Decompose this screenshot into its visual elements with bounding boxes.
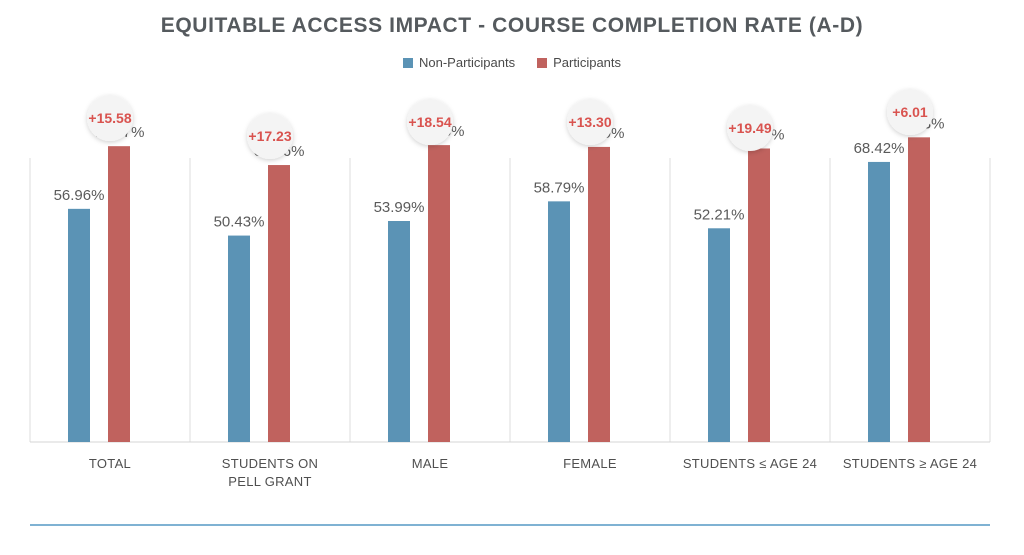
category-label: STUDENTS ON [222, 456, 318, 471]
bottom-rule [30, 524, 990, 526]
category-label: TOTAL [89, 456, 131, 471]
legend-label-non-participants: Non-Participants [418, 55, 516, 70]
bar-non-participants [388, 221, 410, 442]
bar-non-participants [708, 228, 730, 442]
bar-non-participants [68, 208, 90, 442]
difference-bubble [87, 95, 133, 141]
category-label: PELL GRANT [228, 474, 311, 489]
chart-legend: Non-Participants Participants [0, 55, 1024, 70]
data-label-non-participants: 58.79% [534, 179, 585, 196]
legend-item-non-participants: Non-Participants [402, 55, 516, 70]
difference-label: +18.54 [408, 114, 451, 130]
difference-bubble [727, 105, 773, 151]
bar-participants [908, 137, 930, 443]
difference-label: +19.49 [728, 120, 771, 136]
category-label: STUDENTS ≤ AGE 24 [683, 456, 817, 471]
legend-swatch-participants [537, 57, 548, 68]
category-label: MALE [412, 456, 449, 471]
difference-label: +17.23 [248, 128, 291, 144]
data-label-non-participants: 53.99% [374, 199, 425, 216]
difference-label: +13.30 [568, 114, 611, 130]
bar-participants [748, 148, 770, 442]
difference-label: +6.01 [892, 104, 928, 120]
legend-label-participants: Participants [553, 55, 622, 70]
bar-non-participants [548, 201, 570, 442]
difference-bubble [887, 89, 933, 135]
bar-participants [268, 165, 290, 443]
legend-item-participants: Participants [537, 55, 621, 70]
data-label-non-participants: 56.96% [54, 187, 105, 204]
difference-bubble [567, 99, 613, 145]
category-label: STUDENTS ≥ AGE 24 [843, 456, 977, 471]
data-label-non-participants: 68.42% [854, 140, 905, 157]
legend-swatch-non-participants [402, 57, 413, 68]
bar-participants [428, 145, 450, 442]
data-label-non-participants: 52.21% [694, 206, 745, 223]
data-label-non-participants: 50.43% [214, 214, 265, 231]
bar-non-participants [228, 235, 250, 442]
difference-bubble [407, 99, 453, 145]
category-label: FEMALE [563, 456, 617, 471]
chart-title: EQUITABLE ACCESS IMPACT - COURSE COMPLET… [160, 14, 864, 37]
difference-label: +15.58 [88, 110, 131, 126]
bar-participants [108, 146, 130, 442]
bar-participants [588, 146, 610, 442]
bar-non-participants [868, 161, 890, 442]
difference-bubble [247, 113, 293, 159]
